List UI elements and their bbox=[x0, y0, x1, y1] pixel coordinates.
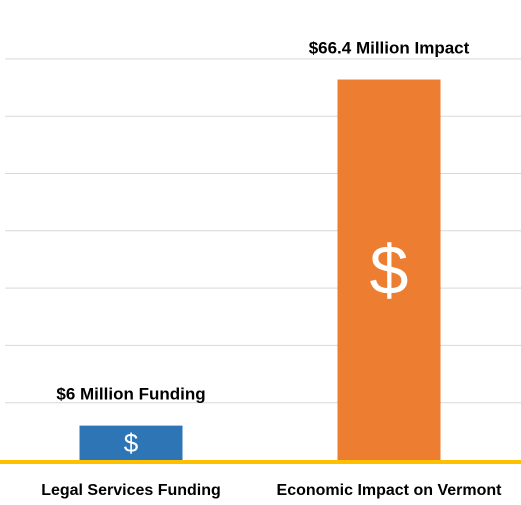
bar-economic-impact-on-vermont bbox=[337, 79, 441, 460]
x-axis: Legal Services Funding Economic Impact on… bbox=[0, 460, 521, 499]
bar-symbol-legal-services-funding: $ bbox=[124, 428, 139, 458]
gridlines bbox=[5, 58, 521, 404]
data-label-economic-impact-on-vermont: $66.4 Million Impact bbox=[309, 39, 470, 58]
data-labels: $6 Million Funding $66.4 Million Impact bbox=[56, 39, 469, 404]
category-label-legal-services-funding: Legal Services Funding bbox=[41, 482, 221, 499]
data-label-legal-services-funding: $6 Million Funding bbox=[56, 385, 205, 404]
bar-legal-services-funding bbox=[79, 425, 183, 460]
bars: $$ bbox=[79, 79, 441, 460]
bar-symbol-economic-impact-on-vermont: $ bbox=[370, 231, 409, 309]
category-label-economic-impact-on-vermont: Economic Impact on Vermont bbox=[277, 482, 503, 499]
